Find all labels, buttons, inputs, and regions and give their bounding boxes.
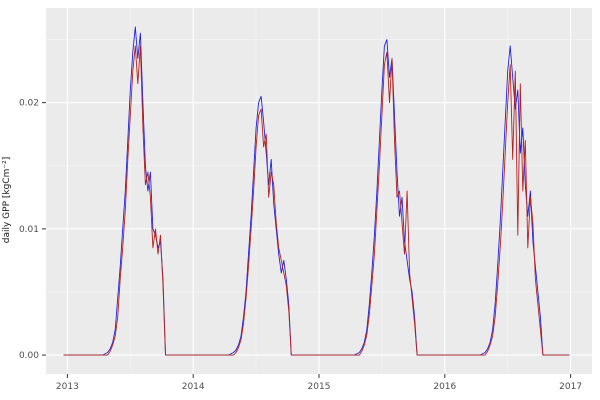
- x-tick-label: 2015: [308, 382, 331, 392]
- x-tick-label: 2017: [559, 382, 582, 392]
- x-tick-label: 2014: [182, 382, 205, 392]
- x-tick-label: 2016: [433, 382, 456, 392]
- y-tick-label: 0.01: [19, 225, 39, 235]
- line-series-red: [63, 45, 570, 356]
- y-tick-label: 0.00: [19, 351, 39, 361]
- y-tick-label: 0.02: [19, 99, 39, 109]
- x-tick-label: 2013: [56, 382, 79, 392]
- y-axis-title: daily GPP [kgCm⁻²]: [2, 156, 12, 244]
